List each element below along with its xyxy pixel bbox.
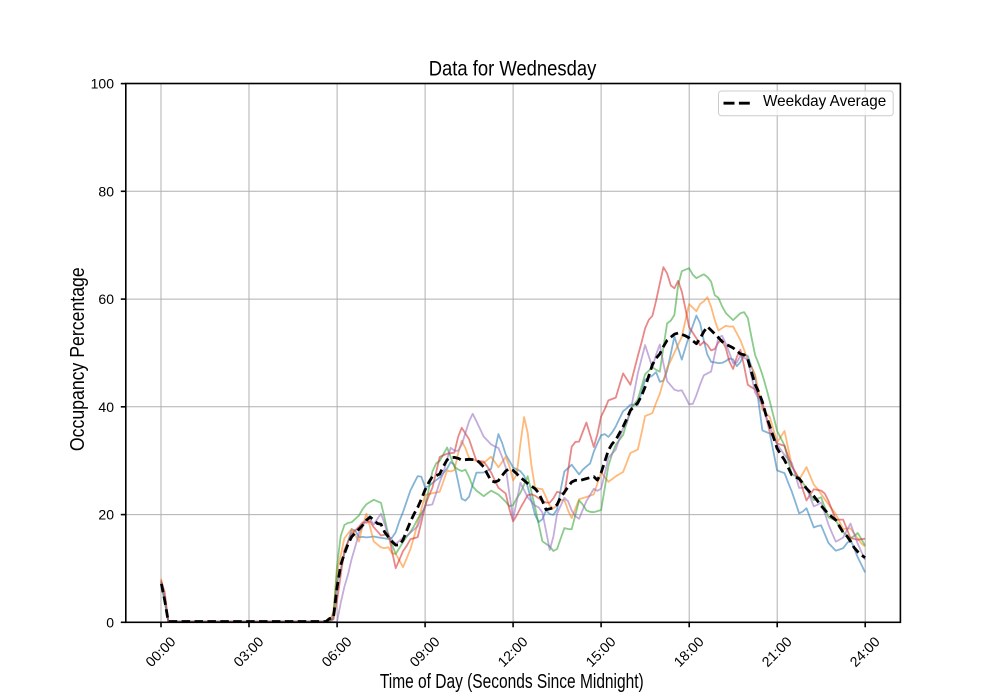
svg-text:Data for Wednesday: Data for Wednesday	[429, 58, 597, 81]
svg-text:Time of Day (Seconds Since Mid: Time of Day (Seconds Since Midnight)	[380, 671, 644, 693]
svg-text:0: 0	[106, 614, 114, 630]
svg-text:60: 60	[98, 291, 114, 307]
svg-text:Occupancy Percentage: Occupancy Percentage	[67, 267, 89, 451]
svg-text:80: 80	[98, 183, 114, 199]
svg-text:Weekday Average: Weekday Average	[763, 93, 886, 110]
svg-text:40: 40	[98, 399, 114, 415]
svg-text:20: 20	[98, 507, 114, 523]
svg-text:100: 100	[91, 76, 115, 92]
